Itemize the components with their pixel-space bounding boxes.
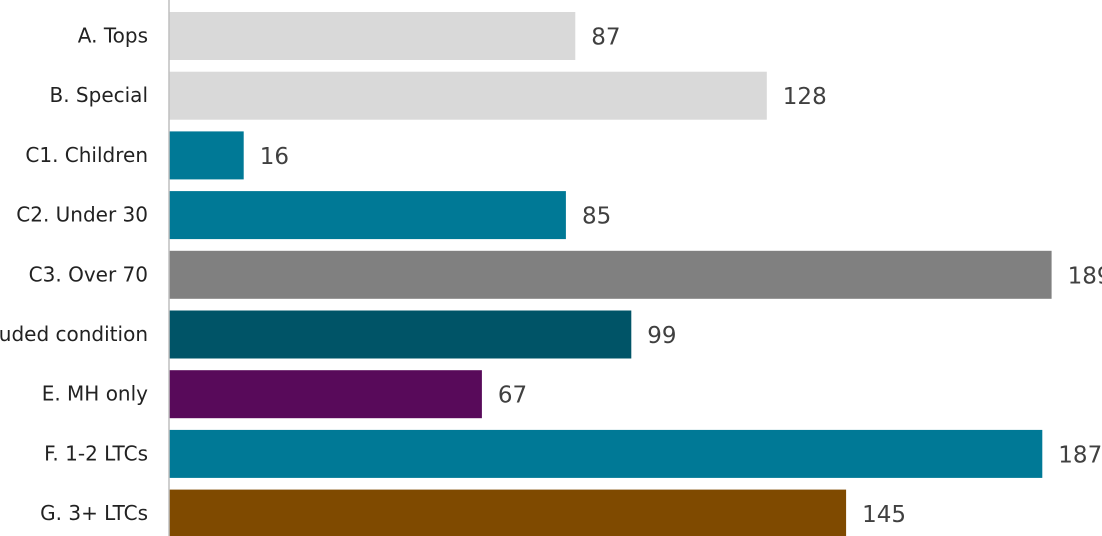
value-labels-group: 87 128 16 85 189 99 67 187 145	[260, 25, 1102, 529]
bar	[169, 489, 847, 536]
bar	[169, 191, 566, 240]
bar	[169, 250, 1052, 299]
category-label: C1. Children	[25, 143, 148, 167]
value-label: 128	[783, 84, 827, 110]
bar	[169, 131, 244, 180]
category-label: G. 3+ LTCs	[40, 501, 148, 525]
category-label: B. Special	[50, 83, 149, 107]
value-label: 189	[1068, 263, 1102, 289]
category-label: A. Tops	[78, 24, 148, 48]
value-label: 145	[862, 502, 906, 528]
bar	[169, 310, 632, 359]
category-label: C3. Over 70	[29, 262, 148, 286]
value-label: 187	[1058, 442, 1102, 468]
value-label: 16	[260, 144, 289, 170]
category-label: C2. Under 30	[16, 203, 148, 227]
value-label: 85	[582, 204, 611, 230]
bar	[169, 71, 767, 120]
value-label: 87	[591, 25, 620, 51]
bar	[169, 12, 576, 60]
value-label: 99	[647, 323, 676, 349]
category-labels-group: A. Tops B. Special C1. Children C2. Under 3…	[0, 24, 148, 526]
bar	[169, 370, 482, 419]
category-label: D. Other excluded condition	[0, 322, 148, 346]
bars-group	[169, 12, 1052, 536]
category-label: F. 1-2 LTCs	[44, 441, 148, 465]
value-label: 67	[498, 383, 527, 409]
category-label: E. MH only	[42, 382, 148, 406]
bar	[169, 429, 1043, 478]
